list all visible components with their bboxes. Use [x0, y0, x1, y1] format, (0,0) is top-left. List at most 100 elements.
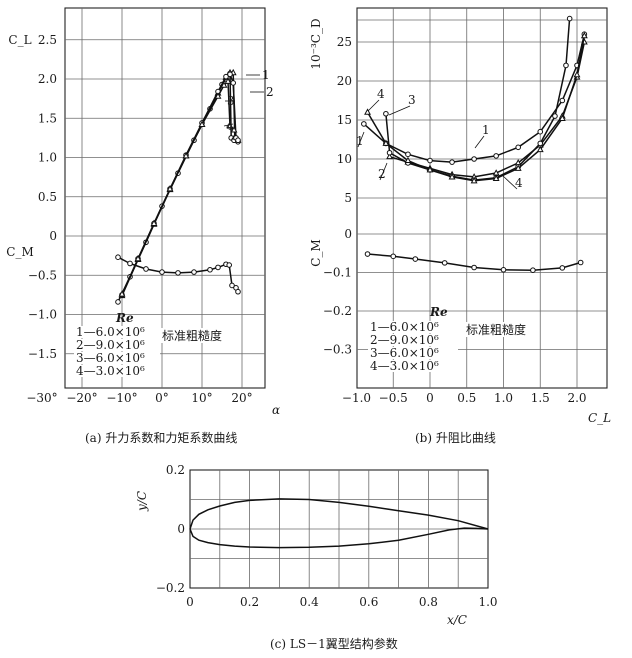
y-tick-label-cd: 20	[337, 74, 352, 88]
series-1-point	[405, 151, 411, 158]
y-tick-label-cd: 15	[337, 113, 352, 127]
x-tick-label: 0.4	[300, 595, 319, 609]
series-3-point	[563, 62, 569, 69]
legend-item: 4—3.0×10⁶	[370, 359, 439, 373]
airfoil-upper-surface	[189, 498, 489, 530]
x-tick-label: −0.5	[379, 391, 408, 405]
y-tick-label-cd: 25	[337, 35, 352, 49]
y-tick-label: −0.5	[28, 268, 57, 282]
series-1-point	[427, 157, 433, 164]
series-CM-point	[143, 266, 149, 272]
series-3-point	[223, 73, 229, 80]
series-1-point	[471, 156, 477, 162]
series-4-point	[230, 126, 238, 133]
series-4-point	[226, 122, 234, 129]
series-1-point	[559, 97, 566, 104]
series-CM-point	[364, 251, 371, 257]
y-tick-label: 0.2	[166, 463, 185, 477]
legend-item-bg	[74, 352, 160, 364]
curve-label: 4'	[226, 119, 237, 133]
series-CM-point	[577, 259, 584, 266]
series-4-point	[426, 166, 434, 173]
x-tick-label: 10°	[191, 391, 212, 405]
x-tick-label: 1.5	[531, 391, 550, 405]
series-4-point	[448, 173, 456, 180]
x-axis-label: x/C	[447, 613, 467, 627]
roughness-note: 标准粗糙度	[466, 322, 526, 337]
x-tick-label: −30°	[26, 391, 57, 405]
series-4-point	[198, 120, 206, 128]
y-axis-label-mid: C_M	[6, 245, 33, 259]
series-4-point	[536, 145, 544, 153]
series-4-point	[492, 174, 500, 181]
y-axis-label-mid: C_M	[309, 239, 323, 266]
curve-label-leader	[357, 131, 365, 148]
panel-a-caption: (a) 升力系数和力矩系数曲线	[85, 430, 237, 445]
series-4-point	[182, 152, 190, 159]
y-tick-label-cd: 5	[344, 191, 352, 205]
series-CM-point	[159, 269, 165, 275]
series-3-point	[537, 140, 544, 147]
curve-label-leader	[367, 99, 380, 112]
panel-b: −1.0 −0.5 0 0.5 1.0 1.5 2.0 25 20 15 10 5 0 −0.1 −0.2 −…	[309, 7, 611, 445]
x-tick-label: 0°	[155, 391, 169, 405]
y-axis-label-top: 10⁻³C_D	[309, 18, 323, 69]
x-tick-label: 1.0	[478, 595, 497, 609]
series-CM-point	[191, 269, 197, 275]
y-tick-label: 2.0	[38, 72, 57, 86]
x-tick-label: 0	[186, 595, 194, 609]
y-tick-label-cm: 0	[344, 227, 352, 241]
series-2-point	[492, 169, 500, 176]
curve-label: 1	[482, 123, 490, 137]
curve-label-leader	[223, 123, 234, 127]
series-CM-point	[215, 264, 221, 271]
series-1-point	[493, 153, 499, 159]
legend-item-bg	[368, 334, 458, 346]
series-3-point	[552, 113, 558, 119]
x-tick-label: −10°	[106, 391, 137, 405]
roughness-note: 标准粗糙度	[162, 328, 222, 343]
legend-item-bg	[368, 360, 458, 372]
y-tick-label-cm: −0.2	[323, 304, 352, 318]
series-3-point	[386, 149, 393, 156]
plot-frame	[64, 7, 266, 389]
legend-item: 4—3.0×10⁶	[76, 364, 145, 378]
x-tick-label: 2.0	[567, 391, 586, 405]
series-1-line	[363, 34, 586, 163]
series-1-point	[515, 144, 522, 151]
series-3-point	[566, 15, 573, 22]
panel-c: 0 0.2 0.4 0.6 0.8 1.00.20−0.2y/Cx/C(c) LS－1翼型…	[135, 463, 498, 651]
series-4-point	[580, 31, 588, 39]
series-4-point	[558, 114, 566, 121]
legend-title: Re	[429, 305, 448, 319]
legend-item: 2—9.0×10⁶	[76, 338, 145, 352]
curve-label-leader	[474, 135, 485, 149]
series-4-point	[514, 164, 522, 171]
series-CM-point	[500, 267, 507, 273]
curve-label-leader	[379, 162, 388, 181]
y-tick-label-cm: −0.1	[323, 266, 352, 280]
curve-label: 2	[378, 167, 386, 181]
panel-a: −30° −20° −10° 0° 10° 20° 2.5 2.0 1.5 1.0 0.5 0 −0.5…	[6, 7, 280, 445]
series-CM-point	[229, 282, 235, 289]
x-tick-label: 1.0	[494, 391, 513, 405]
series-1-point	[537, 128, 544, 135]
series-CM-point	[412, 256, 419, 262]
curve-label-leader	[502, 175, 518, 190]
x-tick-label: 0.5	[457, 391, 476, 405]
series-3-point	[227, 71, 233, 78]
legend-item: 2—9.0×10⁶	[370, 333, 439, 347]
series-4-point	[404, 156, 412, 164]
series-CM-point	[127, 260, 133, 267]
y-tick-label: −0.2	[156, 581, 185, 595]
legend-item-bg	[74, 339, 160, 351]
note-bg	[464, 322, 538, 337]
x-axis-label: α	[272, 403, 280, 417]
series-2-point	[386, 152, 394, 160]
x-tick-label: 0.6	[359, 595, 378, 609]
curve-label: 4	[377, 87, 385, 101]
curve-label: 3	[408, 93, 416, 107]
series-4-line	[366, 35, 586, 182]
series-4-point	[134, 254, 142, 262]
